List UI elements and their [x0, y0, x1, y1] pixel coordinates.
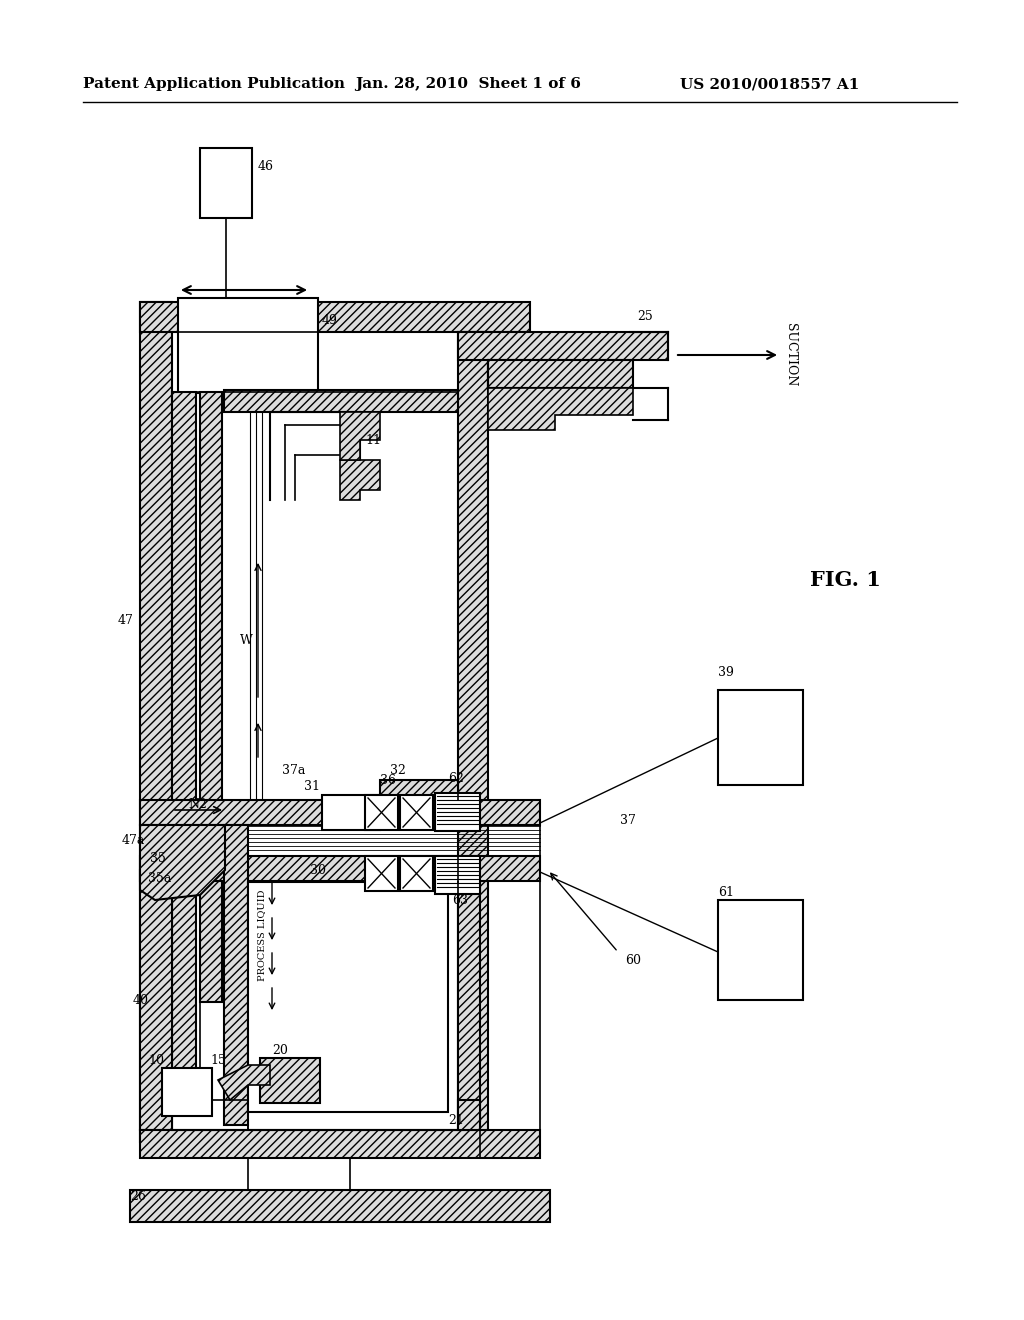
Polygon shape	[140, 825, 225, 900]
Bar	[140, 855, 540, 880]
Bar	[400, 795, 433, 830]
Text: 25: 25	[637, 309, 652, 322]
Text: 20: 20	[272, 1044, 288, 1056]
Bar	[458, 333, 488, 1133]
Text: 11: 11	[365, 433, 381, 446]
Bar	[365, 795, 398, 830]
Polygon shape	[488, 388, 633, 430]
Bar	[140, 870, 172, 1130]
Bar	[140, 800, 540, 825]
Bar	[162, 1068, 212, 1115]
Bar	[200, 392, 222, 1002]
Bar	[718, 690, 803, 785]
Text: 37a: 37a	[282, 763, 305, 776]
Bar	[322, 795, 380, 830]
Bar	[435, 793, 480, 832]
Bar	[140, 302, 172, 1142]
Polygon shape	[218, 1065, 270, 1100]
Text: 47: 47	[118, 614, 134, 627]
Bar	[435, 855, 480, 894]
Text: 40: 40	[133, 994, 150, 1006]
Text: 35: 35	[150, 851, 166, 865]
Text: PROCESS LIQUID: PROCESS LIQUID	[257, 890, 266, 981]
Text: 47a: 47a	[122, 833, 145, 846]
Bar	[248, 882, 449, 1111]
Text: 49: 49	[322, 314, 338, 326]
Bar	[140, 302, 530, 333]
Bar	[488, 360, 633, 388]
Bar	[130, 1191, 550, 1222]
Text: 31: 31	[304, 780, 319, 792]
Text: 37: 37	[620, 813, 636, 826]
Text: 39: 39	[718, 667, 734, 680]
Text: 46: 46	[258, 160, 274, 173]
Text: FIG. 1: FIG. 1	[810, 570, 881, 590]
Text: 10: 10	[148, 1053, 164, 1067]
Text: N2: N2	[188, 797, 207, 810]
Text: 30: 30	[310, 863, 326, 876]
Text: 32: 32	[390, 763, 406, 776]
Text: 35a: 35a	[148, 871, 171, 884]
Text: 63: 63	[452, 894, 468, 907]
Polygon shape	[340, 459, 380, 500]
Text: 61: 61	[718, 887, 734, 899]
Text: SUCTION: SUCTION	[784, 323, 797, 387]
Text: 60: 60	[625, 953, 641, 966]
Text: 21: 21	[449, 1114, 464, 1126]
Text: 36: 36	[380, 774, 396, 787]
Text: Jan. 28, 2010  Sheet 1 of 6: Jan. 28, 2010 Sheet 1 of 6	[355, 77, 581, 91]
Text: W: W	[240, 634, 253, 647]
Text: 62: 62	[449, 771, 464, 784]
Text: US 2010/0018557 A1: US 2010/0018557 A1	[680, 77, 859, 91]
Bar	[200, 148, 252, 218]
Bar	[400, 855, 433, 891]
Bar	[718, 900, 803, 1001]
Polygon shape	[340, 412, 380, 459]
Bar	[365, 855, 398, 891]
Text: 15: 15	[210, 1053, 226, 1067]
Bar	[380, 780, 458, 803]
Text: Patent Application Publication: Patent Application Publication	[83, 77, 345, 91]
Bar	[178, 298, 318, 393]
Bar	[260, 1059, 319, 1104]
Bar	[224, 389, 458, 412]
Bar	[172, 392, 196, 1092]
Bar	[140, 1130, 540, 1158]
Bar	[224, 825, 248, 1125]
Bar	[458, 880, 480, 1121]
Bar	[458, 1100, 480, 1130]
Text: 26: 26	[130, 1189, 145, 1203]
Bar	[458, 333, 668, 360]
